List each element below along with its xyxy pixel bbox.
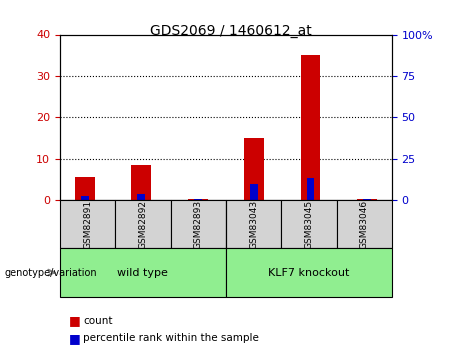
Bar [244,138,264,200]
Bar [137,194,145,200]
Text: count: count [83,316,112,326]
Text: wild type: wild type [118,268,168,277]
Text: genotype/variation: genotype/variation [5,268,97,277]
Bar [301,55,320,200]
Text: GSM83045: GSM83045 [304,200,313,249]
Text: GDS2069 / 1460612_at: GDS2069 / 1460612_at [150,24,311,38]
Text: KLF7 knockout: KLF7 knockout [268,268,349,277]
Text: GSM83043: GSM83043 [249,200,258,249]
Bar [357,199,377,200]
Bar [194,199,201,200]
Text: GSM82893: GSM82893 [194,200,203,249]
Bar [307,178,314,200]
Text: ■: ■ [69,332,81,345]
Bar [363,199,371,200]
FancyBboxPatch shape [60,200,115,248]
Text: GSM83046: GSM83046 [360,200,369,249]
Text: GSM82892: GSM82892 [138,200,148,249]
Bar [131,165,151,200]
FancyBboxPatch shape [226,200,281,248]
Bar [250,184,258,200]
Text: ■: ■ [69,314,81,327]
Text: percentile rank within the sample: percentile rank within the sample [83,333,259,343]
FancyBboxPatch shape [226,248,392,297]
FancyBboxPatch shape [115,200,171,248]
Bar [188,199,207,200]
Text: GSM82891: GSM82891 [83,200,92,249]
Bar [75,177,95,200]
FancyBboxPatch shape [60,248,226,297]
FancyBboxPatch shape [171,200,226,248]
FancyBboxPatch shape [281,200,337,248]
FancyBboxPatch shape [337,200,392,248]
Bar [81,196,89,200]
